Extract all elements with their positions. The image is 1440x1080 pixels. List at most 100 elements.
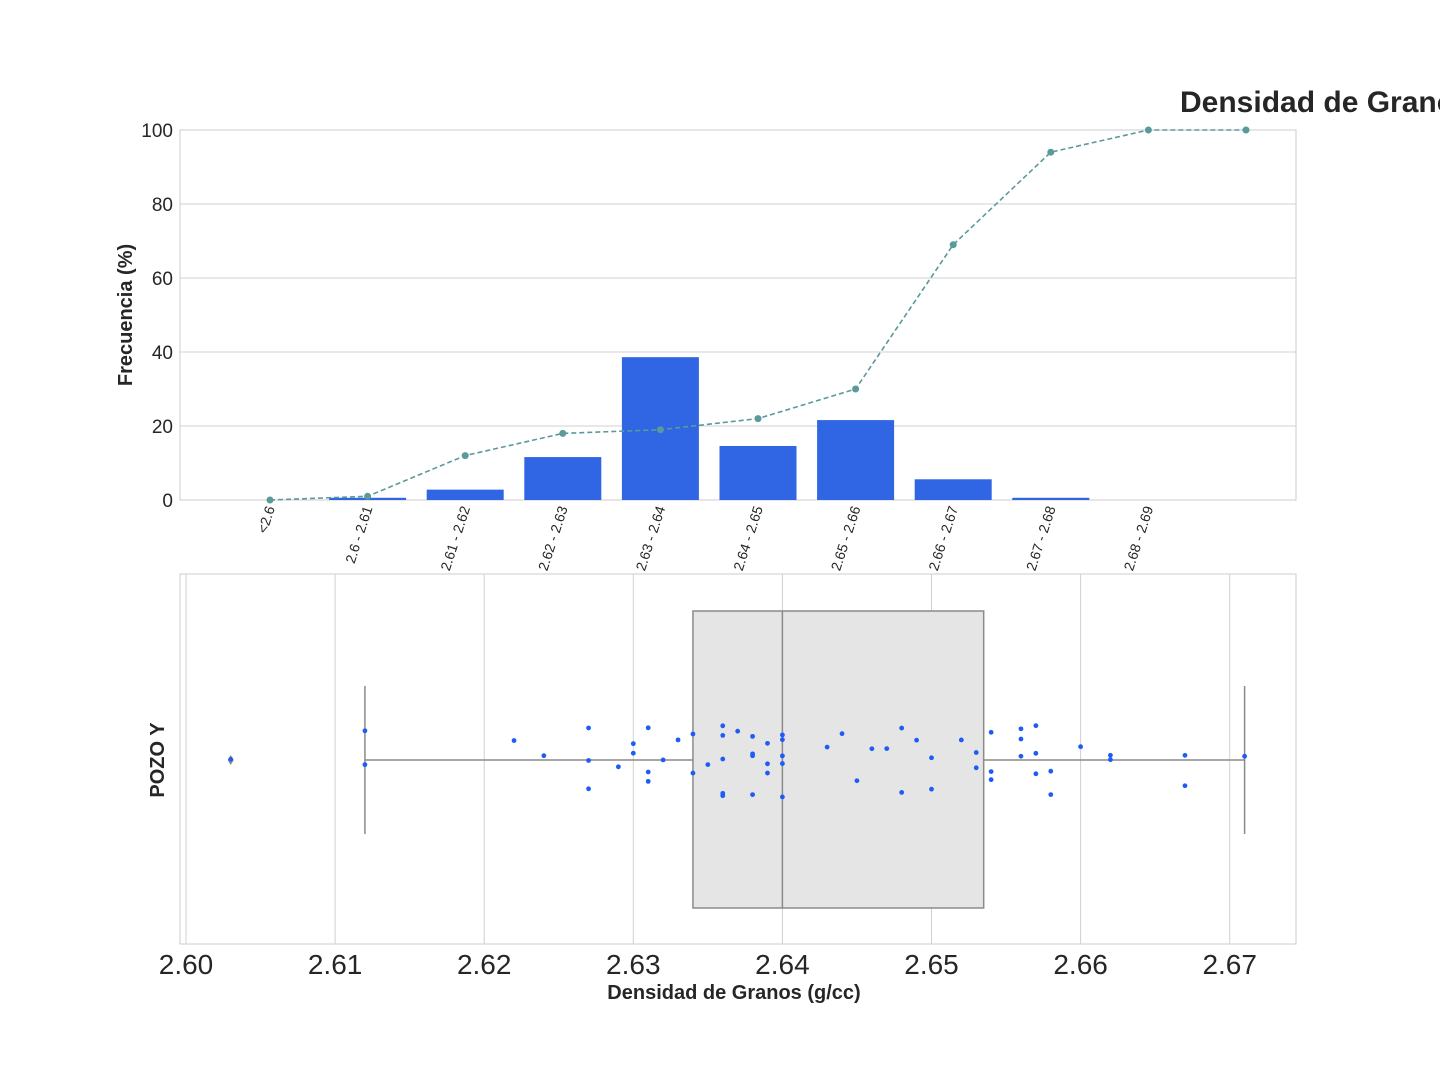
strip-point bbox=[362, 728, 368, 734]
strip-point bbox=[1018, 753, 1024, 759]
cumulative-point bbox=[949, 241, 957, 249]
histogram-panel: 0 20 40 60 80 100 <2.6 2.6 - 2.61 2.61 - 2.62 2.… bbox=[115, 121, 1297, 573]
strip-point bbox=[1033, 750, 1039, 756]
strip-point bbox=[780, 794, 785, 800]
strip-point bbox=[899, 725, 905, 731]
y-tick-label: 0 bbox=[162, 491, 173, 512]
strip-point bbox=[1033, 771, 1039, 777]
x-tick-label: 2.65 - 2.66 bbox=[828, 504, 864, 573]
strip-point bbox=[839, 731, 845, 737]
strip-point bbox=[899, 789, 905, 795]
cumulative-point bbox=[754, 415, 762, 423]
strip-point bbox=[750, 751, 755, 757]
boxplot-x-axis-label: Densidad de Granos (g/cc) bbox=[607, 982, 860, 1004]
histogram-x-ticks: <2.6 2.6 - 2.61 2.61 - 2.62 2.62 - 2.63 2.63… bbox=[254, 504, 1156, 573]
boxplot-x-ticks: 2.60 2.61 2.62 2.63 2.64 2.65 2.66 2.67 bbox=[159, 949, 1257, 980]
cumulative-point bbox=[656, 426, 664, 434]
strip-point bbox=[780, 732, 785, 738]
cumulative-line bbox=[266, 126, 1250, 504]
strip-point bbox=[929, 786, 934, 792]
x-tick-label: 2.61 - 2.62 bbox=[437, 504, 473, 573]
x-tick-label: 2.66 - 2.67 bbox=[925, 504, 961, 573]
x-tick-label: 2.66 bbox=[1053, 949, 1108, 980]
box-iqr bbox=[692, 610, 985, 909]
strip-point bbox=[228, 756, 234, 762]
x-tick-label: <2.6 bbox=[254, 504, 278, 535]
x-tick-label: 2.64 bbox=[755, 949, 810, 980]
boxplot-y-axis-label: POZO Y bbox=[147, 722, 169, 798]
strip-point bbox=[765, 761, 770, 767]
strip-point bbox=[750, 733, 755, 739]
cumulative-point bbox=[1242, 126, 1250, 134]
strip-point bbox=[750, 792, 755, 798]
boxplot bbox=[227, 610, 1246, 909]
x-tick-label: 2.67 bbox=[1202, 949, 1257, 980]
x-tick-label: 2.67 - 2.68 bbox=[1023, 504, 1059, 573]
strip-point bbox=[690, 770, 696, 776]
cumulative-point bbox=[1144, 126, 1152, 134]
strip-point bbox=[854, 778, 860, 784]
strip-point bbox=[720, 732, 726, 738]
cumulative-point bbox=[1047, 148, 1055, 156]
strip-point bbox=[1108, 752, 1113, 758]
strip-point bbox=[511, 738, 517, 743]
strip-point bbox=[720, 723, 726, 729]
strip-point bbox=[1033, 723, 1039, 729]
cumulative-point bbox=[364, 492, 372, 500]
strip-point bbox=[675, 737, 681, 743]
strip-point bbox=[720, 793, 726, 799]
strip-point bbox=[824, 744, 830, 750]
y-tick-label: 60 bbox=[152, 269, 173, 290]
strip-point bbox=[720, 756, 726, 762]
strip-point bbox=[1048, 792, 1054, 797]
histogram-bar bbox=[1012, 497, 1090, 500]
strip-point bbox=[586, 786, 591, 792]
strip-point bbox=[645, 778, 651, 784]
strip-point bbox=[586, 758, 591, 763]
cumulative-point bbox=[461, 452, 469, 460]
strip-point bbox=[988, 769, 994, 775]
strip-point bbox=[973, 750, 979, 755]
strip-point bbox=[765, 740, 770, 746]
strip-point bbox=[1048, 768, 1054, 774]
strip-point bbox=[958, 737, 964, 743]
strip-point bbox=[988, 777, 994, 783]
cumulative-point bbox=[266, 496, 274, 504]
strip-point bbox=[735, 728, 741, 734]
x-tick-label: 2.63 - 2.64 bbox=[632, 504, 668, 573]
strip-point bbox=[630, 750, 636, 756]
boxplot-panel: 2.60 2.61 2.62 2.63 2.64 2.65 2.66 2.67 POZO Y … bbox=[147, 573, 1297, 1004]
strip-point bbox=[630, 741, 636, 747]
strip-point bbox=[780, 737, 785, 743]
x-tick-label: 2.60 bbox=[159, 949, 214, 980]
x-tick-label: 2.63 bbox=[606, 949, 661, 980]
strip-point bbox=[362, 762, 368, 768]
strip-point bbox=[1018, 726, 1024, 732]
strip-point bbox=[988, 729, 994, 735]
histogram-bar bbox=[524, 457, 602, 500]
strip-point bbox=[929, 755, 934, 761]
x-tick-label: 2.65 bbox=[904, 949, 959, 980]
cumulative-point bbox=[852, 385, 860, 393]
strip-point bbox=[780, 761, 785, 766]
histogram-bars bbox=[329, 357, 1090, 500]
strip-point bbox=[586, 725, 591, 731]
strip-point bbox=[973, 765, 979, 771]
chart-title: Densidad de Granos bbox=[1180, 86, 1440, 119]
cumulative-point bbox=[559, 429, 567, 437]
y-tick-label: 80 bbox=[152, 195, 173, 216]
strip-point bbox=[884, 746, 890, 752]
histogram-y-ticks: 0 20 40 60 80 100 bbox=[141, 121, 173, 512]
x-tick-label: 2.6 - 2.61 bbox=[342, 504, 376, 565]
strip-point bbox=[615, 764, 621, 770]
x-tick-label: 2.68 - 2.69 bbox=[1120, 504, 1156, 573]
strip-point bbox=[1242, 753, 1248, 759]
strip-point bbox=[1078, 744, 1083, 750]
strip-point bbox=[1182, 752, 1188, 758]
strip-point bbox=[1108, 757, 1113, 763]
strip-point bbox=[869, 746, 875, 752]
histogram-bar bbox=[914, 479, 992, 500]
y-tick-label: 20 bbox=[152, 417, 173, 438]
strip-point bbox=[1182, 783, 1188, 789]
